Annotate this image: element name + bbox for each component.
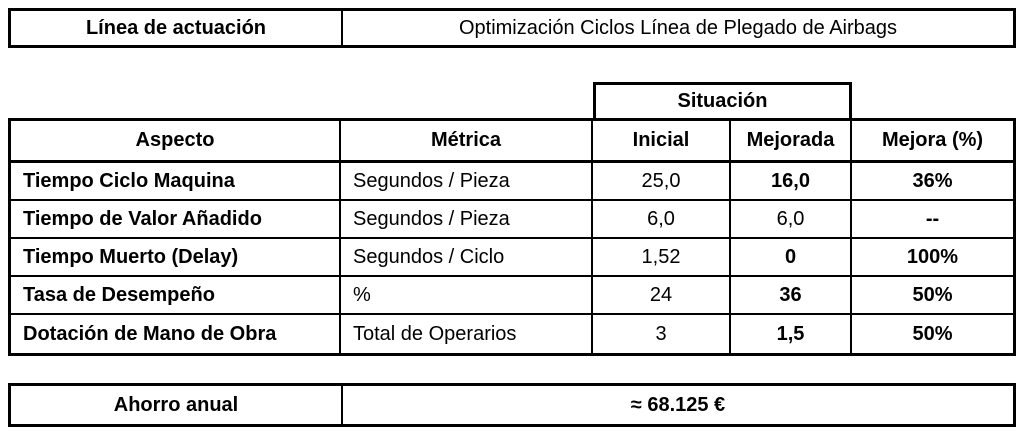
row-aspect-cell: Tiempo Muerto (Delay): [11, 239, 341, 275]
metrics-table: Aspecto Métrica Inicial Mejorada Mejora …: [8, 118, 1016, 356]
table-row: Tasa de Desempeño % 24 36 50%: [11, 277, 1013, 315]
table-row: Tiempo Muerto (Delay) Segundos / Ciclo 1…: [11, 239, 1013, 277]
row-improved-cell: 0: [731, 239, 852, 275]
row-aspect-cell: Tasa de Desempeño: [11, 277, 341, 313]
row-metric-cell: %: [341, 277, 593, 313]
situacion-spanner-header: Situación: [593, 82, 852, 118]
col-header-mejora: Mejora (%): [881, 129, 984, 151]
row-improved-cell: 36: [731, 277, 852, 313]
table-header-row: Aspecto Métrica Inicial Mejorada Mejora …: [11, 121, 1013, 163]
row-gain-cell: 50%: [912, 322, 953, 345]
col-header-mejorada: Mejorada: [731, 121, 852, 160]
action-line-header: Línea de actuación Optimización Ciclos L…: [8, 8, 1016, 48]
row-gain-cell: 36%: [912, 169, 953, 192]
col-header-metrica: Métrica: [341, 121, 593, 160]
row-aspect-cell: Tiempo Ciclo Maquina: [11, 163, 341, 199]
row-gain-cell: 100%: [906, 245, 959, 268]
row-improved-cell: 6,0: [731, 201, 852, 237]
row-initial-cell: 6,0: [593, 201, 731, 237]
row-gain-cell: 50%: [912, 283, 953, 306]
annual-savings-value: ≈ 68.125 €: [630, 393, 726, 416]
row-metric-cell: Total de Operarios: [341, 315, 593, 353]
row-improved-cell: 16,0: [731, 163, 852, 199]
row-initial-cell: 24: [593, 277, 731, 313]
row-gain-cell: --: [925, 207, 940, 230]
col-header-inicial: Inicial: [593, 121, 731, 160]
row-aspect-cell: Tiempo de Valor Añadido: [11, 201, 341, 237]
table-row: Dotación de Mano de Obra Total de Operar…: [11, 315, 1013, 353]
table-row: Tiempo de Valor Añadido Segundos / Pieza…: [11, 201, 1013, 239]
col-header-aspecto: Aspecto: [11, 121, 341, 160]
action-line-label: Línea de actuación: [11, 11, 343, 45]
row-aspect-cell: Dotación de Mano de Obra: [11, 315, 341, 353]
annual-savings-bar: Ahorro anual ≈ 68.125 €: [8, 383, 1016, 427]
action-line-value: Optimización Ciclos Línea de Plegado de …: [458, 16, 898, 39]
row-improved-cell: 1,5: [731, 315, 852, 353]
row-metric-cell: Segundos / Ciclo: [341, 239, 593, 275]
row-initial-cell: 3: [593, 315, 731, 353]
row-initial-cell: 25,0: [593, 163, 731, 199]
row-metric-cell: Segundos / Pieza: [341, 163, 593, 199]
annual-savings-label: Ahorro anual: [11, 386, 343, 424]
row-initial-cell: 1,52: [593, 239, 731, 275]
row-metric-cell: Segundos / Pieza: [341, 201, 593, 237]
table-row: Tiempo Ciclo Maquina Segundos / Pieza 25…: [11, 163, 1013, 201]
